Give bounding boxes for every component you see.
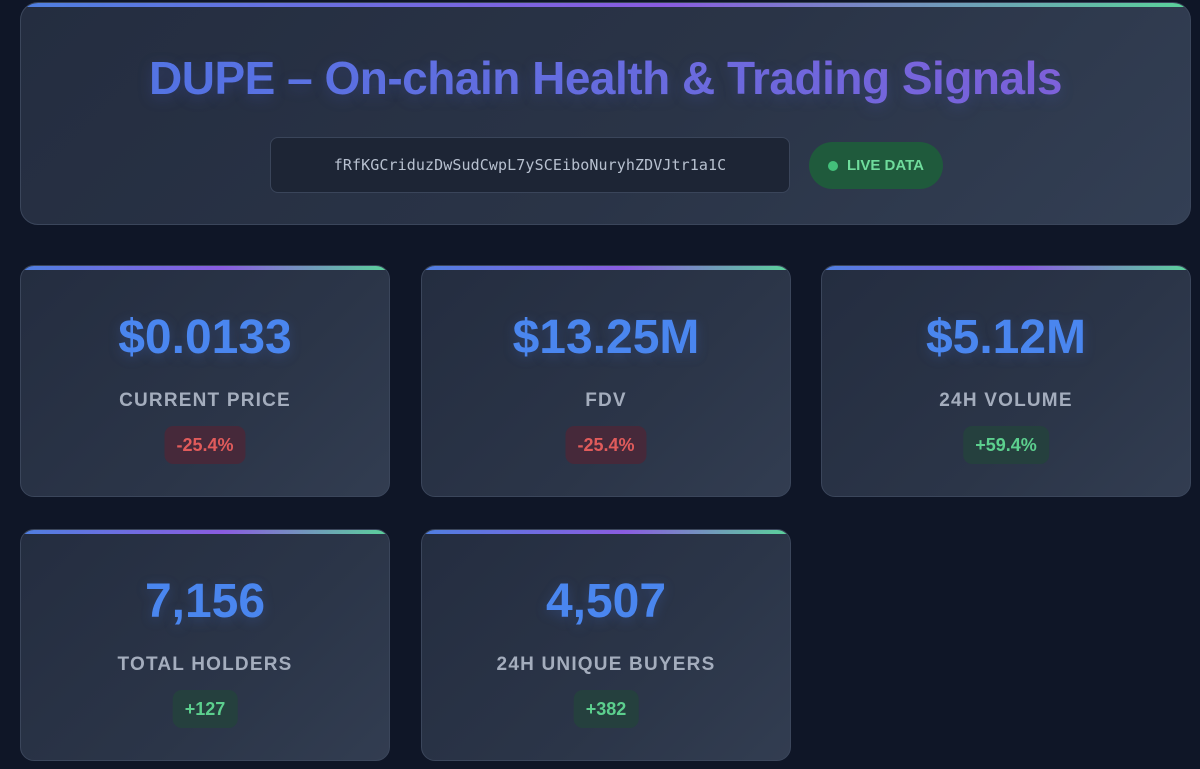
card-accent-bar xyxy=(822,266,1190,270)
live-data-badge: LIVE DATA xyxy=(809,142,943,189)
stat-card-fdv: $13.25M FDV -25.4% xyxy=(421,265,791,497)
card-accent-bar xyxy=(422,266,790,270)
holders-label: TOTAL HOLDERS xyxy=(117,654,293,675)
stat-card-24h-volume: $5.12M 24H VOLUME +59.4% xyxy=(821,265,1191,497)
card-accent-bar xyxy=(21,530,389,534)
volume-value: $5.12M xyxy=(925,311,1087,364)
current-price-label: CURRENT PRICE xyxy=(119,390,291,411)
header-card: DUPE – On-chain Health & Trading Signals… xyxy=(20,2,1191,225)
fdv-value: $13.25M xyxy=(512,311,700,364)
volume-change-badge: +59.4% xyxy=(963,426,1049,464)
stat-card-total-holders: 7,156 TOTAL HOLDERS +127 xyxy=(20,529,390,761)
buyers-label: 24H UNIQUE BUYERS xyxy=(496,654,716,675)
live-data-label: LIVE DATA xyxy=(847,157,924,174)
card-accent-bar xyxy=(21,266,389,270)
stat-card-current-price: $0.0133 CURRENT PRICE -25.4% xyxy=(20,265,390,497)
card-accent-bar xyxy=(422,530,790,534)
status-dot-icon xyxy=(828,160,839,171)
fdv-change-badge: -25.4% xyxy=(565,426,647,464)
current-price-value: $0.0133 xyxy=(118,311,292,364)
holders-value: 7,156 xyxy=(144,575,266,628)
header-accent-bar xyxy=(21,3,1190,7)
page-title: DUPE – On-chain Health & Trading Signals xyxy=(21,51,1190,105)
fdv-label: FDV xyxy=(585,390,627,411)
volume-label: 24H VOLUME xyxy=(939,390,1073,411)
holders-change-badge: +127 xyxy=(172,690,238,728)
token-address-field[interactable]: fRfKGCriduzDwSudCwpL7ySCEiboNuryhZDVJtr1… xyxy=(270,137,790,193)
buyers-value: 4,507 xyxy=(545,575,667,628)
stat-card-unique-buyers: 4,507 24H UNIQUE BUYERS +382 xyxy=(421,529,791,761)
current-price-change-badge: -25.4% xyxy=(164,426,246,464)
buyers-change-badge: +382 xyxy=(573,690,639,728)
